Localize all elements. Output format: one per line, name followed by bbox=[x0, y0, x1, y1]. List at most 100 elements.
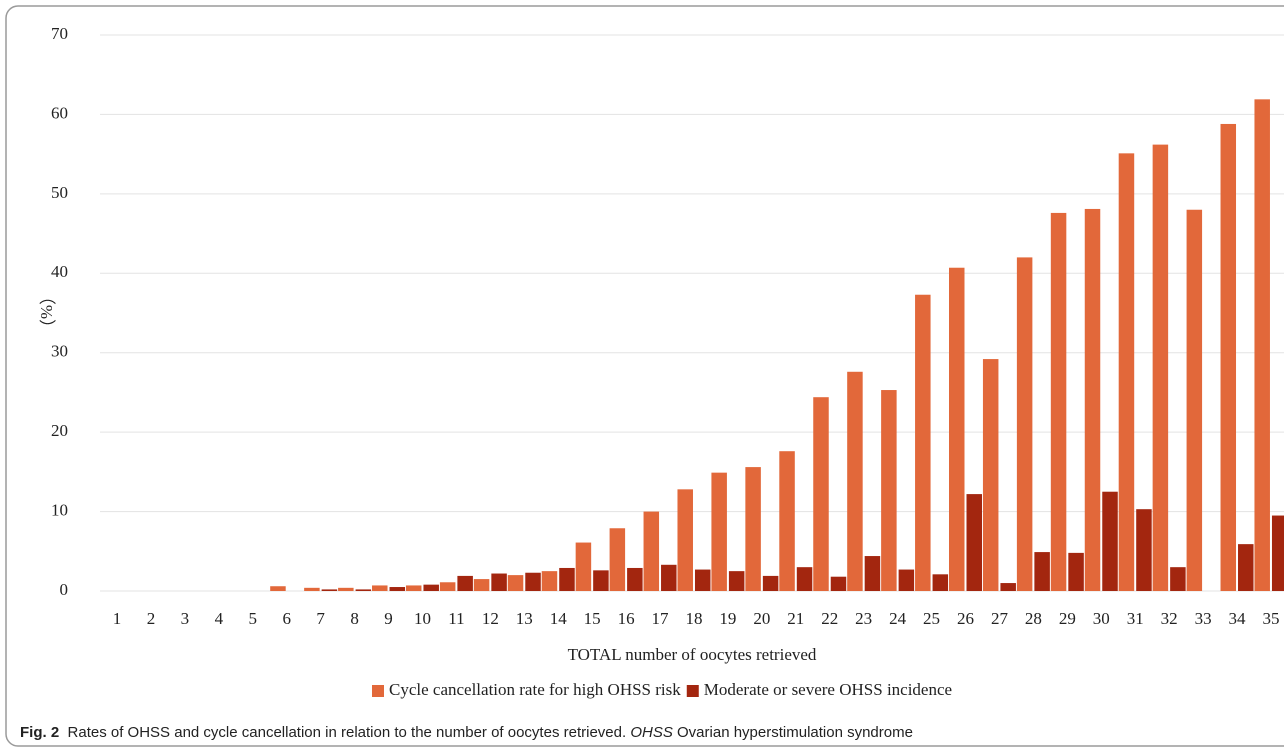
x-tick-label: 33 bbox=[1195, 609, 1212, 628]
bar bbox=[1136, 509, 1152, 591]
bar bbox=[321, 589, 338, 591]
x-tick-label: 25 bbox=[923, 609, 940, 628]
x-tick-label: 18 bbox=[685, 609, 702, 628]
bar bbox=[1118, 153, 1135, 591]
legend-swatch bbox=[372, 685, 384, 697]
x-tick-label: 2 bbox=[147, 609, 156, 628]
x-tick-label: 7 bbox=[316, 609, 325, 628]
x-tick-label: 19 bbox=[719, 609, 736, 628]
bar bbox=[575, 542, 592, 591]
bar bbox=[1238, 544, 1254, 591]
bar bbox=[627, 567, 643, 591]
y-tick-label: 60 bbox=[51, 103, 68, 122]
y-tick-label: 50 bbox=[51, 183, 68, 202]
bar bbox=[813, 397, 829, 591]
x-tick-label: 28 bbox=[1025, 609, 1042, 628]
caption-definition: Ovarian hyperstimulation syndrome bbox=[677, 724, 913, 741]
x-tick-label: 34 bbox=[1229, 609, 1247, 628]
bar bbox=[847, 371, 863, 591]
x-tick-label: 35 bbox=[1262, 609, 1279, 628]
bar bbox=[949, 267, 965, 591]
legend-label: Moderate or severe OHSS incidence bbox=[704, 680, 952, 699]
bar bbox=[745, 467, 761, 591]
y-tick-label: 70 bbox=[51, 24, 68, 43]
x-tick-label: 27 bbox=[991, 609, 1009, 628]
bar bbox=[915, 294, 931, 591]
x-tick-label: 29 bbox=[1059, 609, 1076, 628]
x-tick-label: 13 bbox=[516, 609, 533, 628]
bar bbox=[1186, 209, 1203, 591]
bar bbox=[1271, 515, 1284, 591]
bar bbox=[593, 570, 609, 591]
bar bbox=[473, 579, 490, 591]
bar bbox=[389, 587, 406, 591]
x-tick-label: 1 bbox=[113, 609, 122, 628]
bar bbox=[762, 575, 779, 591]
bar bbox=[1000, 583, 1016, 591]
bar bbox=[541, 571, 558, 591]
bar bbox=[559, 567, 575, 591]
bar bbox=[491, 573, 507, 591]
x-tick-label: 8 bbox=[350, 609, 359, 628]
bar bbox=[898, 569, 915, 591]
bar bbox=[830, 576, 847, 591]
bar bbox=[711, 472, 727, 591]
bar bbox=[304, 587, 320, 591]
y-tick-label: 30 bbox=[51, 342, 68, 361]
x-tick-label: 4 bbox=[215, 609, 224, 628]
bar bbox=[728, 571, 745, 591]
bar bbox=[982, 359, 999, 591]
caption: Fig. 2 Rates of OHSS and cycle cancellat… bbox=[20, 724, 913, 741]
x-axis-label: TOTAL number of oocytes retrieved bbox=[568, 645, 817, 664]
caption-abbr: OHSS bbox=[630, 724, 673, 741]
x-tick-label: 11 bbox=[448, 609, 464, 628]
legend-swatch bbox=[686, 685, 699, 697]
x-tick-label: 23 bbox=[855, 609, 872, 628]
x-tick-label: 15 bbox=[584, 609, 601, 628]
bar bbox=[1170, 567, 1186, 591]
bar bbox=[1254, 99, 1270, 591]
bar bbox=[372, 585, 388, 591]
bar bbox=[932, 574, 949, 591]
bar bbox=[405, 585, 422, 591]
x-tick-label: 12 bbox=[482, 609, 499, 628]
x-tick-label: 9 bbox=[384, 609, 393, 628]
x-tick-label: 30 bbox=[1093, 609, 1110, 628]
y-tick-label: 0 bbox=[60, 580, 69, 599]
x-tick-label: 22 bbox=[821, 609, 838, 628]
legend-label: Cycle cancellation rate for high OHSS ri… bbox=[389, 680, 681, 699]
bar bbox=[525, 572, 541, 591]
bar bbox=[779, 451, 795, 591]
y-tick-label: 20 bbox=[51, 421, 68, 440]
y-axis-label: （%） bbox=[37, 288, 56, 336]
y-tick-label: 10 bbox=[51, 500, 68, 519]
x-tick-label: 16 bbox=[618, 609, 635, 628]
bar bbox=[338, 587, 354, 591]
bar bbox=[1152, 144, 1169, 591]
x-tick-label: 26 bbox=[957, 609, 974, 628]
bar bbox=[270, 586, 286, 591]
x-tick-label: 20 bbox=[753, 609, 770, 628]
frame bbox=[5, 5, 1284, 747]
bar bbox=[609, 528, 626, 591]
x-tick-label: 21 bbox=[787, 609, 804, 628]
bar bbox=[1068, 552, 1084, 591]
bar bbox=[1102, 491, 1118, 591]
x-tick-label: 31 bbox=[1127, 609, 1144, 628]
bar bbox=[1084, 208, 1101, 591]
x-tick-label: 6 bbox=[282, 609, 291, 628]
bar bbox=[1034, 552, 1050, 591]
x-tick-label: 14 bbox=[550, 609, 568, 628]
bar bbox=[643, 511, 660, 591]
caption-label: Fig. 2 bbox=[20, 724, 60, 741]
bar bbox=[423, 584, 439, 591]
x-tick-label: 3 bbox=[181, 609, 190, 628]
bar bbox=[796, 567, 813, 591]
bar bbox=[864, 556, 881, 591]
bar bbox=[439, 582, 456, 591]
bar bbox=[355, 589, 372, 591]
x-tick-label: 17 bbox=[652, 609, 670, 628]
x-tick-label: 32 bbox=[1161, 609, 1178, 628]
